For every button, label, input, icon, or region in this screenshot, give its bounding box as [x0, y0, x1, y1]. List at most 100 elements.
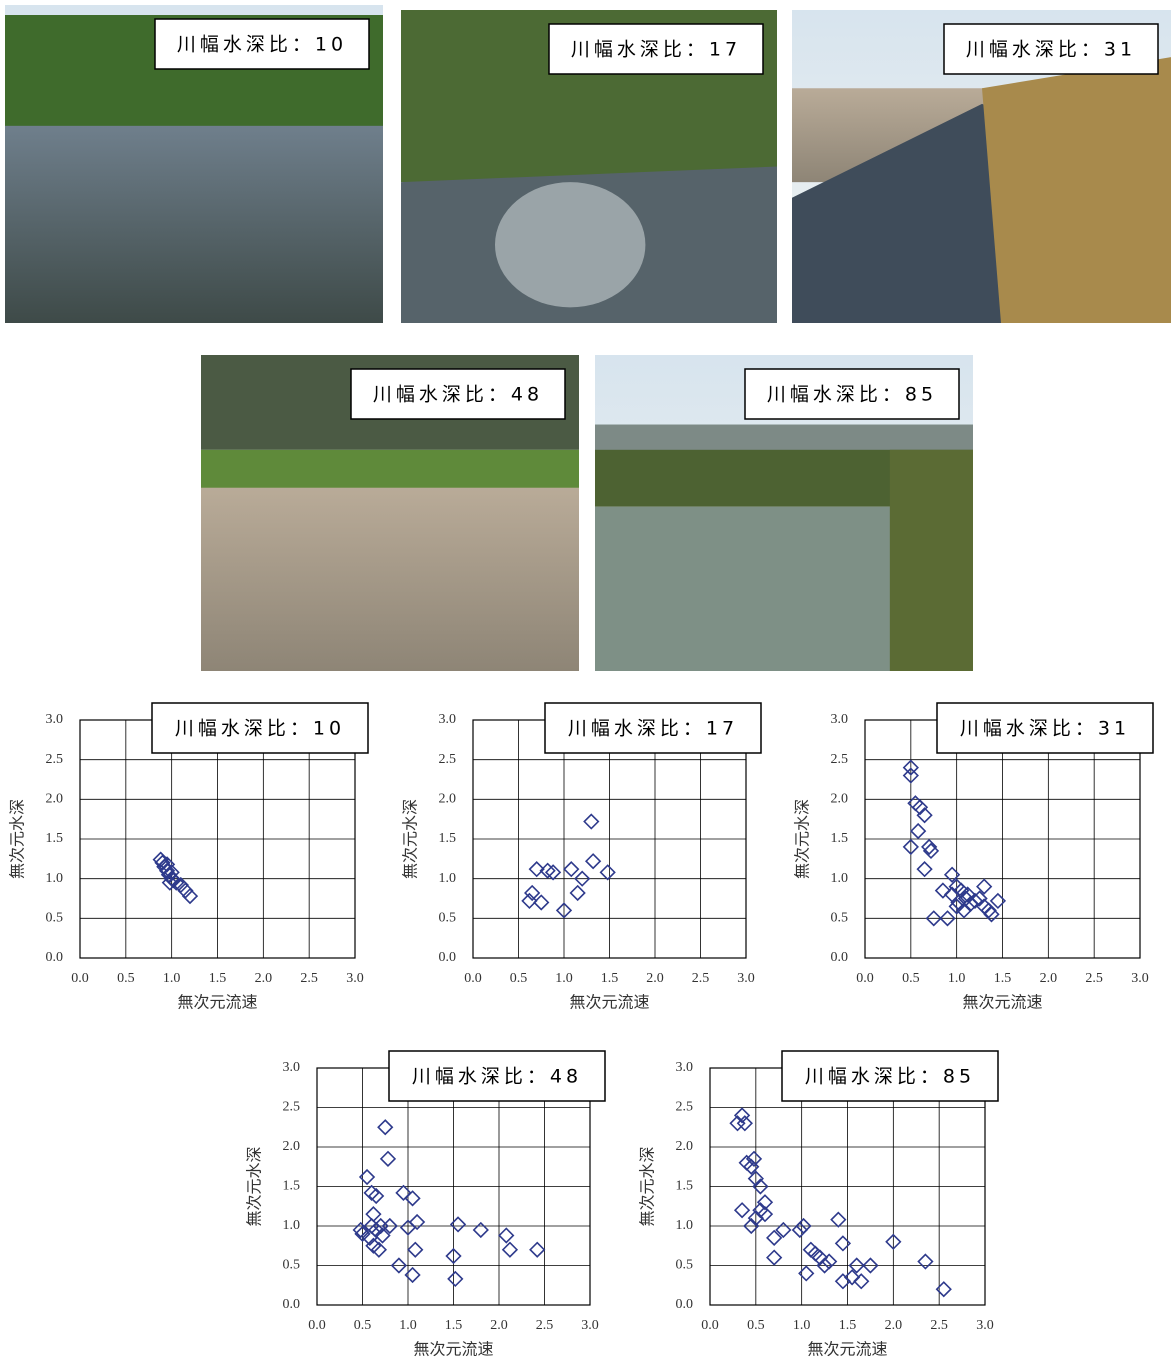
x-tick-label: 0.0 — [701, 1318, 719, 1333]
y-axis-title: 無次元水深 — [8, 799, 27, 879]
x-tick-label: 2.0 — [255, 971, 273, 986]
y-tick-label: 1.5 — [831, 831, 849, 846]
x-tick-label: 1.5 — [209, 971, 227, 986]
bank — [890, 450, 973, 671]
x-tick-label: 1.5 — [601, 971, 619, 986]
y-tick-label: 3.0 — [831, 712, 849, 727]
y-tick-label: 1.0 — [676, 1218, 694, 1233]
x-tick-label: 1.0 — [948, 971, 966, 986]
x-tick-label: 3.0 — [1131, 971, 1149, 986]
x-tick-label: 3.0 — [737, 971, 755, 986]
figure: 川幅水深比：10 川幅水深比：17 川幅水深比：31 川幅水深比：48 川幅水深比：85… — [0, 0, 1171, 1364]
x-tick-label: 0.5 — [902, 971, 920, 986]
photo-label: 川幅水深比：85 — [767, 384, 937, 406]
y-axis-title: 無次元水深 — [793, 799, 812, 879]
y-axis-title: 無次元水深 — [245, 1146, 264, 1226]
x-axis-title: 無次元流速 — [962, 993, 1042, 1012]
x-tick-label: 1.5 — [839, 1318, 857, 1333]
photo: 川幅水深比：48 — [201, 355, 579, 671]
photo: 川幅水深比：17 — [401, 10, 777, 323]
photo-label: 川幅水深比：17 — [571, 39, 741, 61]
y-tick-label: 1.5 — [439, 831, 457, 846]
y-tick-label: 3.0 — [283, 1060, 301, 1075]
y-tick-label: 2.0 — [831, 792, 849, 807]
y-tick-label: 2.0 — [46, 792, 64, 807]
water — [5, 126, 383, 323]
x-axis-title: 無次元流速 — [413, 1340, 493, 1359]
x-tick-label: 0.0 — [464, 971, 482, 986]
x-tick-label: 0.5 — [510, 971, 528, 986]
photo-label: 川幅水深比：48 — [373, 384, 543, 406]
photo: 川幅水深比：85 — [595, 355, 973, 671]
x-tick-label: 1.5 — [994, 971, 1012, 986]
y-axis-title: 無次元水深 — [401, 799, 420, 879]
chart: 0.0 0.5 1.0 1.5 2.0 2.5 3.0 0.0 0.5 1.0 1.5 2.0 2.5 3… — [8, 703, 369, 1012]
x-tick-label: 2.5 — [536, 1318, 554, 1333]
chart: 0.0 0.5 1.0 1.5 2.0 2.5 3.0 0.0 0.5 1.0 1.5 2.0 2.5 3… — [401, 703, 762, 1012]
x-tick-label: 0.5 — [747, 1318, 765, 1333]
x-tick-label: 2.0 — [646, 971, 664, 986]
x-tick-label: 2.5 — [300, 971, 318, 986]
x-tick-label: 2.0 — [490, 1318, 508, 1333]
chart-title: 川幅水深比：17 — [568, 718, 738, 740]
x-axis-title: 無次元流速 — [177, 993, 257, 1012]
y-tick-label: 2.5 — [831, 752, 849, 767]
x-tick-label: 2.0 — [1040, 971, 1058, 986]
gravel — [201, 488, 579, 671]
y-tick-label: 0.5 — [283, 1258, 301, 1273]
grass — [982, 57, 1171, 323]
photo: 川幅水深比：31 — [792, 10, 1171, 323]
x-tick-label: 2.5 — [692, 971, 710, 986]
y-tick-label: 2.5 — [46, 752, 64, 767]
x-tick-label: 0.5 — [117, 971, 135, 986]
x-tick-label: 1.0 — [793, 1318, 811, 1333]
x-tick-label: 0.0 — [308, 1318, 326, 1333]
photo: 川幅水深比：10 — [5, 5, 383, 323]
y-tick-label: 2.0 — [439, 792, 457, 807]
chart-title: 川幅水深比：48 — [412, 1066, 582, 1088]
x-tick-label: 1.5 — [445, 1318, 463, 1333]
y-tick-label: 0.5 — [439, 911, 457, 926]
x-tick-label: 3.0 — [976, 1318, 994, 1333]
glare — [495, 182, 645, 307]
x-tick-label: 1.0 — [163, 971, 181, 986]
y-tick-label: 3.0 — [46, 712, 64, 727]
y-tick-label: 2.0 — [676, 1139, 694, 1154]
photo-label: 川幅水深比：31 — [966, 39, 1136, 61]
y-tick-label: 0.0 — [439, 950, 457, 965]
photo-label: 川幅水深比：10 — [177, 34, 347, 56]
chart: 0.00.51.01.52.02.53.00.00.51.01.52.02.53… — [793, 703, 1154, 1012]
y-tick-label: 0.0 — [46, 950, 64, 965]
x-tick-label: 1.0 — [399, 1318, 417, 1333]
y-tick-label: 0.0 — [831, 950, 849, 965]
y-tick-label: 3.0 — [439, 712, 457, 727]
y-tick-label: 1.5 — [676, 1179, 694, 1194]
x-tick-label: 1.0 — [555, 971, 573, 986]
x-tick-label: 2.5 — [930, 1318, 948, 1333]
y-tick-label: 1.5 — [46, 831, 64, 846]
y-tick-label: 2.0 — [283, 1139, 301, 1154]
x-axis-title: 無次元流速 — [569, 993, 649, 1012]
x-tick-label: 0.5 — [354, 1318, 372, 1333]
y-axis-title: 無次元水深 — [638, 1146, 657, 1226]
y-tick-label: 1.0 — [831, 871, 849, 886]
chart-title: 川幅水深比：85 — [805, 1066, 975, 1088]
x-tick-label: 2.0 — [885, 1318, 903, 1333]
y-tick-label: 0.5 — [46, 911, 64, 926]
x-tick-label: 3.0 — [346, 971, 364, 986]
y-tick-label: 0.5 — [831, 911, 849, 926]
x-tick-label: 3.0 — [581, 1318, 599, 1333]
chart-title: 川幅水深比：10 — [175, 718, 345, 740]
y-tick-label: 2.5 — [676, 1100, 694, 1115]
y-tick-label: 1.0 — [439, 871, 457, 886]
chart: 0.00.51.01.52.02.53.00.00.51.01.52.02.53… — [638, 1051, 999, 1359]
y-tick-label: 1.0 — [283, 1218, 301, 1233]
y-tick-label: 3.0 — [676, 1060, 694, 1075]
x-tick-label: 0.0 — [71, 971, 89, 986]
x-axis-title: 無次元流速 — [807, 1340, 887, 1359]
x-tick-label: 2.5 — [1085, 971, 1103, 986]
y-tick-label: 2.5 — [439, 752, 457, 767]
y-tick-label: 1.5 — [283, 1179, 301, 1194]
y-tick-label: 1.0 — [46, 871, 64, 886]
